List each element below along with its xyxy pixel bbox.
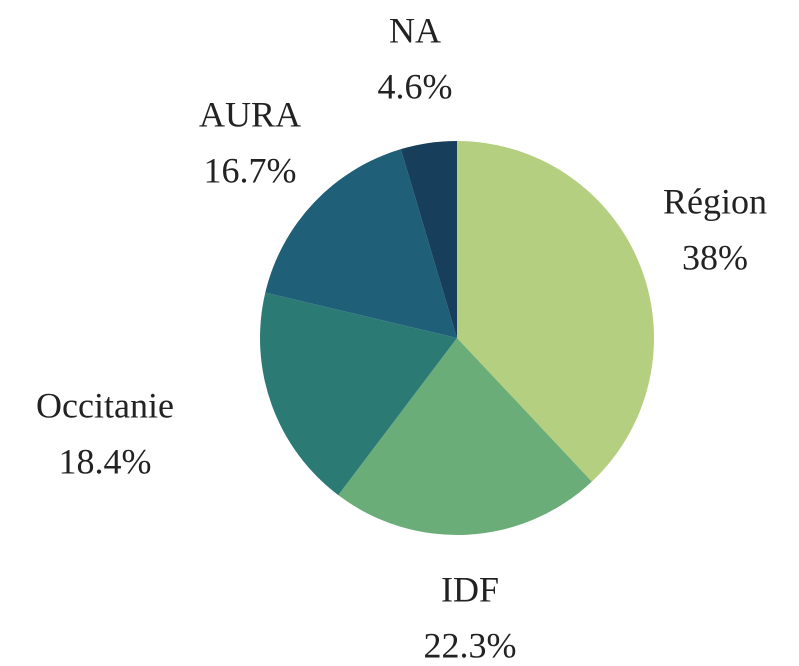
slice-value-label: 38% bbox=[682, 237, 748, 277]
slice-value-label: 22.3% bbox=[424, 625, 517, 665]
pie-slice bbox=[260, 292, 457, 496]
pie-slice bbox=[265, 149, 457, 338]
slice-label: IDF bbox=[441, 569, 499, 609]
slice-value-label: 16.7% bbox=[204, 150, 297, 190]
slice-label: NA bbox=[389, 10, 441, 50]
pie-slice bbox=[457, 141, 654, 482]
pie-slice bbox=[338, 338, 592, 535]
slice-value-label: 4.6% bbox=[378, 66, 453, 106]
slice-value-label: 18.4% bbox=[59, 441, 152, 481]
slice-label: Région bbox=[663, 181, 767, 221]
slice-label: AURA bbox=[199, 94, 301, 134]
pie-slice bbox=[400, 141, 457, 338]
slice-label: Occitanie bbox=[36, 385, 174, 425]
